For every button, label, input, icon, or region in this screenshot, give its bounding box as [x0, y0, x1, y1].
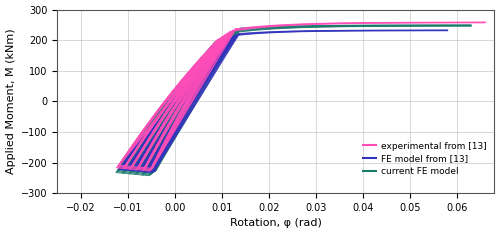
Y-axis label: Applied Moment, M (kNm): Applied Moment, M (kNm): [6, 29, 16, 174]
Legend: experimental from [13], FE model from [13], current FE model: experimental from [13], FE model from [1…: [359, 138, 490, 179]
X-axis label: Rotation, φ (rad): Rotation, φ (rad): [230, 219, 322, 228]
